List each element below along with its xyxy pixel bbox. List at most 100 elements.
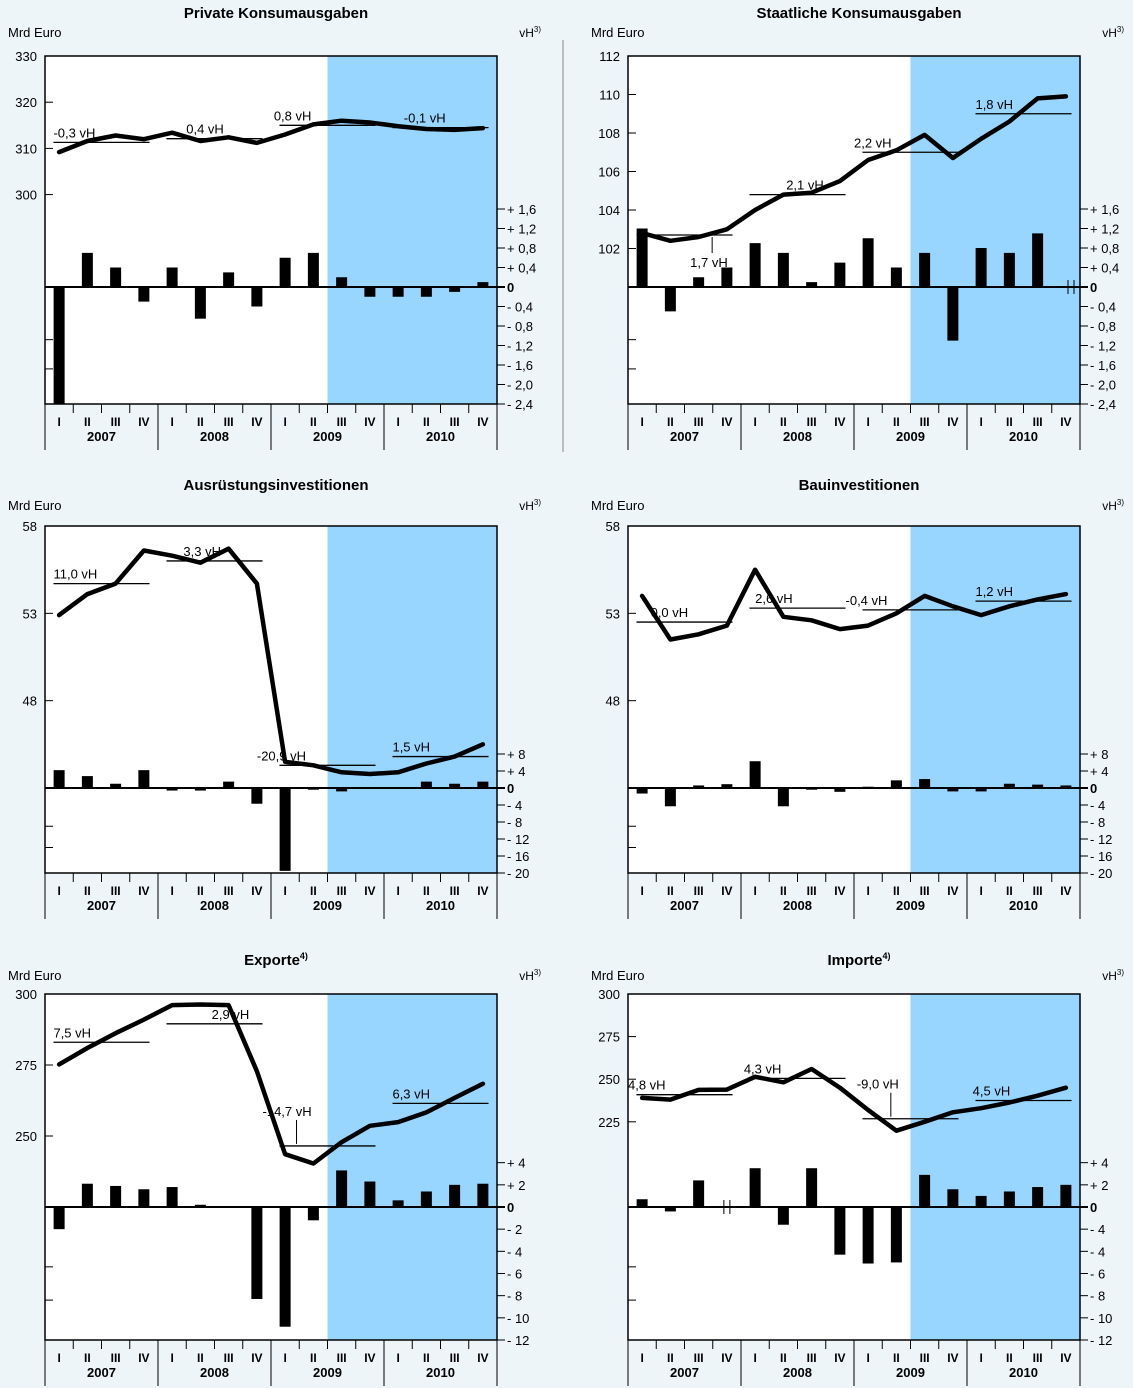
quarter-label: III [450, 415, 460, 429]
change-tick-label: - 2,0 [507, 378, 533, 393]
change-bar-11 [336, 788, 348, 792]
change-bar-3 [110, 267, 122, 287]
quarter-label: I [170, 1351, 173, 1365]
annual-change-label: 1,2 vH [975, 584, 1013, 599]
change-bar-1 [636, 1199, 648, 1207]
annual-change-label: 1,8 vH [975, 97, 1013, 112]
quarter-label: II [310, 1351, 317, 1365]
quarter-label: I [979, 1351, 982, 1365]
quarter-label: III [694, 1351, 704, 1365]
change-bar-7 [806, 282, 818, 287]
quarter-label: III [111, 415, 121, 429]
quarter-label: II [310, 415, 317, 429]
change-bar-10 [307, 1207, 319, 1221]
change-tick-label: - 8 [1090, 815, 1105, 830]
change-tick-label: - 1,2 [507, 339, 533, 354]
change-bar-9 [862, 238, 874, 287]
change-bar-15 [1032, 784, 1044, 788]
change-bar-6 [194, 287, 206, 319]
change-bar-2 [664, 287, 676, 312]
forecast-shading [327, 994, 497, 1340]
change-bar-14 [420, 1191, 432, 1207]
quarter-label: IV [364, 415, 375, 429]
quarter-label: IV [138, 415, 149, 429]
level-tick-label: 108 [598, 126, 620, 141]
year-label: 2007 [87, 429, 116, 444]
level-line [639, 94, 1069, 244]
year-label: 2007 [87, 898, 116, 913]
change-bar-8 [834, 1207, 846, 1255]
change-zero-label: 0 [1090, 1200, 1097, 1215]
quarter-label: II [667, 884, 674, 898]
change-bar-1 [636, 788, 648, 794]
change-tick-label: - 0,8 [1090, 319, 1116, 334]
level-tick-label: 320 [15, 95, 37, 110]
quarter-label: IV [1060, 1351, 1071, 1365]
year-label: 2008 [200, 429, 229, 444]
change-bar-7 [223, 781, 235, 788]
forecast-shading [327, 56, 497, 404]
change-bar-8 [834, 262, 846, 287]
quarter-label: II [84, 884, 91, 898]
change-bar-5 [166, 267, 178, 287]
quarter-label: II [780, 884, 787, 898]
quarter-label: I [753, 415, 756, 429]
change-tick-label: - 10 [507, 1311, 529, 1326]
change-tick-label: - 0,4 [1090, 300, 1116, 315]
change-bar-3 [693, 785, 705, 788]
change-zero-label: 0 [507, 781, 514, 796]
quarter-label: I [640, 1351, 643, 1365]
change-bar-8 [834, 788, 846, 792]
quarter-label: II [780, 1351, 787, 1365]
annual-change-label: 0,4 vH [186, 122, 224, 137]
year-label: 2007 [87, 1365, 116, 1380]
change-bar-1 [53, 770, 65, 788]
quarter-label: II [197, 415, 204, 429]
change-bar-10 [307, 252, 319, 287]
quarter-label: III [224, 1351, 234, 1365]
quarter-label: I [283, 884, 286, 898]
change-bar-1 [53, 1207, 65, 1230]
year-label: 2008 [783, 429, 812, 444]
year-label: 2008 [200, 898, 229, 913]
forecast-shading [910, 526, 1080, 873]
quarter-label: III [224, 884, 234, 898]
level-tick-label: 58 [23, 519, 37, 534]
forecast-shading [910, 994, 1080, 1340]
chart-4: Bauinvestitionen Mrd Euro vH3) 58 53 48 + 8 + 4… [591, 477, 1124, 919]
level-tick-label: 250 [598, 1072, 620, 1087]
change-bar-4 [721, 267, 733, 287]
level-tick-label: 300 [598, 987, 620, 1002]
quarter-label: IV [1060, 415, 1071, 429]
right-unit-label: vH3) [519, 498, 541, 513]
change-tick-label: + 2 [1090, 1178, 1108, 1193]
quarter-label: II [423, 884, 430, 898]
quarter-label: IV [477, 884, 488, 898]
change-bar-10 [890, 267, 902, 287]
level-tick-label: 250 [15, 1129, 37, 1144]
change-bar-8 [251, 1207, 263, 1299]
year-label: 2009 [313, 898, 342, 913]
chart-title: Private Konsumausgaben [184, 5, 368, 22]
change-tick-label: - 2,0 [1090, 378, 1116, 393]
quarter-label: I [753, 1351, 756, 1365]
change-bar-16 [477, 1183, 489, 1207]
level-tick-label: 102 [598, 242, 620, 257]
quarter-label: I [396, 884, 399, 898]
quarter-label: IV [947, 884, 958, 898]
change-bar-13 [392, 287, 404, 297]
year-label: 2010 [1009, 898, 1038, 913]
quarter-label: III [111, 884, 121, 898]
change-bar-6 [194, 1204, 206, 1207]
change-tick-label: - 2,4 [507, 397, 533, 412]
change-zero-label: 0 [1090, 781, 1097, 796]
change-bar-2 [664, 1207, 676, 1212]
unit-footnote: 3) [534, 968, 541, 977]
quarter-label: III [920, 415, 930, 429]
quarter-label: I [283, 1351, 286, 1365]
change-bar-15 [449, 287, 461, 292]
change-bar-15 [449, 1184, 461, 1207]
quarter-label: II [1006, 415, 1013, 429]
change-bar-2 [81, 776, 93, 788]
change-bar-7 [806, 1168, 818, 1207]
